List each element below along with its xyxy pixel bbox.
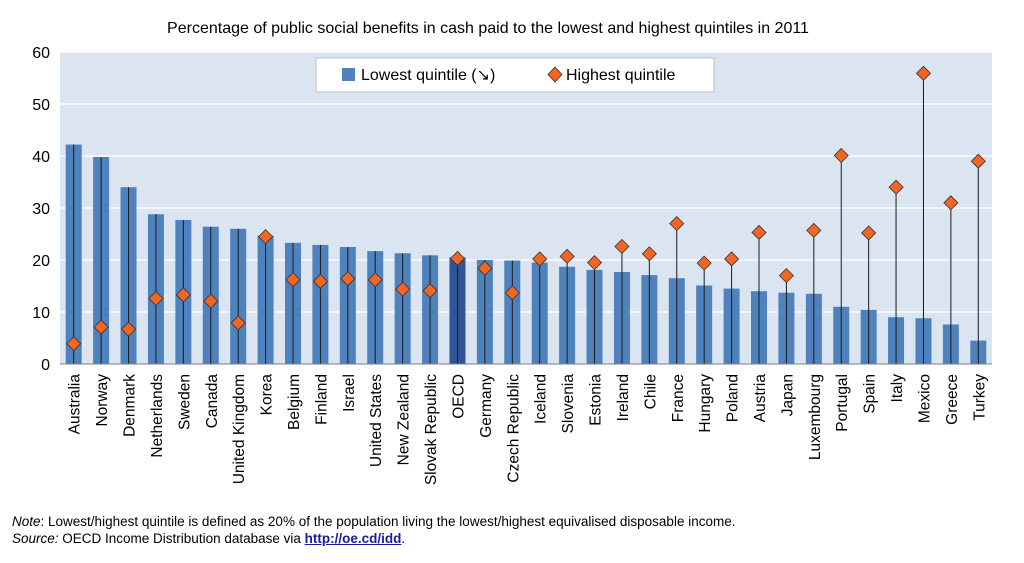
y-tick-label: 0 xyxy=(41,357,50,374)
x-tick-label: Spain xyxy=(862,374,879,414)
x-tick-label: France xyxy=(670,374,687,422)
note-label: Note xyxy=(12,514,41,529)
x-tick-label: Chile xyxy=(642,374,659,409)
x-tick-label: Israel xyxy=(341,374,358,412)
x-tick-label: United States xyxy=(368,374,385,467)
source-link[interactable]: http://oe.cd/idd xyxy=(304,531,402,546)
source-text: OECD Income Distribution database via xyxy=(58,531,305,546)
marker xyxy=(449,250,466,267)
legend-label-lowest: Lowest quintile (↘) xyxy=(361,67,495,84)
marker xyxy=(696,255,712,271)
x-tick-label: Iceland xyxy=(533,374,550,424)
legend-swatch-lowest xyxy=(342,68,355,81)
source-label: Source: xyxy=(12,531,59,546)
marker xyxy=(970,153,986,169)
marker xyxy=(669,216,685,232)
y-tick-label: 30 xyxy=(32,201,50,218)
x-tick-label: Portugal xyxy=(834,374,851,432)
legend: Lowest quintile (↘) Highest quintile xyxy=(315,57,715,93)
marker xyxy=(751,224,767,241)
legend-swatch-highest xyxy=(547,66,563,83)
marker xyxy=(285,272,301,288)
y-tick-label: 50 xyxy=(32,97,50,114)
x-tick-label: Czech Republic xyxy=(505,374,522,483)
marker xyxy=(861,225,877,241)
marker xyxy=(504,285,520,301)
chart: Percentage of public social benefits in … xyxy=(32,20,992,486)
marker xyxy=(641,246,657,262)
x-tick-label: Australia xyxy=(67,374,84,435)
x-tick-label: Canada xyxy=(204,374,221,429)
marker xyxy=(724,251,740,267)
x-tick-label: Germany xyxy=(478,374,495,438)
x-tick-label: Estonia xyxy=(588,374,605,426)
x-tick-label: New Zealand xyxy=(396,374,413,465)
y-tick-label: 40 xyxy=(32,149,50,166)
marker xyxy=(175,287,191,303)
marker xyxy=(806,222,822,238)
marker xyxy=(833,147,849,164)
x-tick-label: Luxembourg xyxy=(807,374,824,460)
marker xyxy=(586,255,603,271)
marker xyxy=(915,65,932,81)
marker xyxy=(230,315,246,331)
x-tick-label: Japan xyxy=(779,374,796,416)
y-tick-label: 60 xyxy=(32,45,50,62)
marker xyxy=(148,290,164,307)
marker xyxy=(477,260,493,276)
x-tick-label: Netherlands xyxy=(149,374,166,458)
marker xyxy=(340,271,356,287)
legend-label-highest: Highest quintile xyxy=(566,67,676,84)
y-tick-label: 10 xyxy=(32,305,50,322)
x-tick-label: United Kingdom xyxy=(231,374,248,484)
source-end: . xyxy=(401,531,406,546)
marker xyxy=(614,238,630,255)
footnote-source: Source: OECD Income Distribution databas… xyxy=(12,531,1012,547)
x-tick-label: Norway xyxy=(94,374,111,427)
x-tick-label: Slovenia xyxy=(560,374,577,434)
y-axis-ticks: 0 10 20 30 40 50 60 xyxy=(32,45,50,374)
marker xyxy=(422,283,438,299)
x-tick-label: Austria xyxy=(752,374,769,423)
marker xyxy=(888,179,904,195)
x-tick-label: Ireland xyxy=(615,374,632,421)
x-tick-label: Mexico xyxy=(916,374,933,423)
markers-highest-quintile xyxy=(66,65,986,352)
x-tick-label: Belgium xyxy=(286,374,303,430)
x-tick-label: Greece xyxy=(944,374,961,425)
x-tick-label: Korea xyxy=(259,374,276,416)
y-tick-label: 20 xyxy=(32,253,50,270)
marker xyxy=(203,293,219,309)
marker xyxy=(559,248,575,264)
marker xyxy=(258,229,274,245)
marker xyxy=(367,272,383,288)
x-tick-label: OECD xyxy=(450,374,467,419)
legend-box xyxy=(315,57,715,93)
marker xyxy=(943,195,959,211)
marker xyxy=(120,321,137,337)
x-tick-label: Denmark xyxy=(122,374,139,437)
marker xyxy=(66,336,82,352)
x-tick-label: Turkey xyxy=(971,374,988,421)
x-axis-labels: Australia Norway Denmark Netherlands Sweden C… xyxy=(67,374,989,486)
x-tick-label: Finland xyxy=(313,374,330,425)
note-text: : Lowest/highest quintile is defined as … xyxy=(40,514,736,529)
footnote-note: Note: Lowest/highest quintile is defined… xyxy=(12,514,1012,530)
x-tick-label: Poland xyxy=(725,374,742,422)
marker xyxy=(778,268,794,284)
x-tick-label: Italy xyxy=(889,374,906,403)
x-tick-label: Sweden xyxy=(176,374,193,430)
marker xyxy=(395,281,411,297)
x-tick-label: Slovak Republic xyxy=(423,374,440,485)
marker xyxy=(532,251,548,267)
x-tick-label: Hungary xyxy=(697,374,714,433)
chart-title: Percentage of public social benefits in … xyxy=(167,20,809,37)
marker xyxy=(312,273,328,289)
marker xyxy=(93,319,109,335)
